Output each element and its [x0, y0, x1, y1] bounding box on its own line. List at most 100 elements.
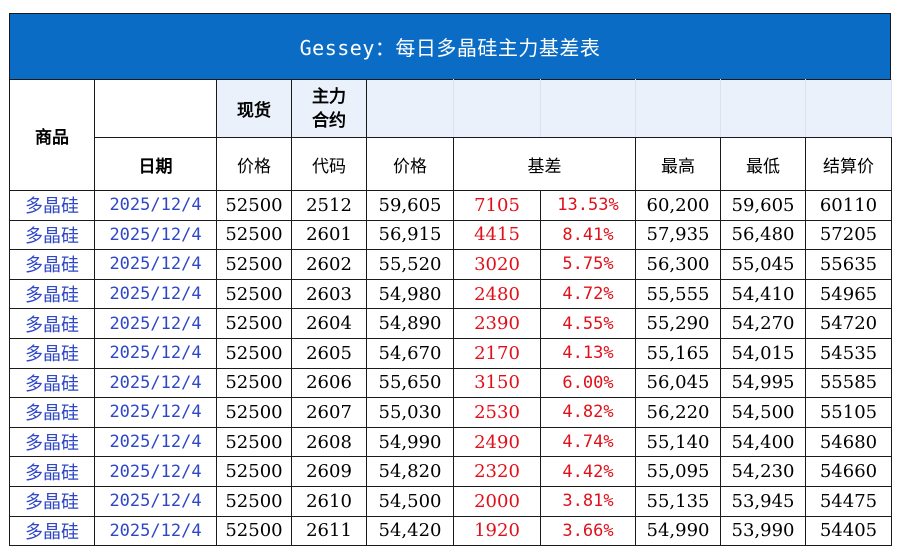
cell-basis-pct: 4.72%	[540, 278, 636, 310]
header-code: 代码	[291, 137, 367, 191]
table-row: 多晶硅 2025/12/4 52500 2604 54,890 2390 4.55% 55,2…	[9, 308, 892, 339]
header-shade-cell	[720, 79, 806, 138]
header-settle: 结算价	[805, 137, 892, 191]
header-shade-cell	[540, 79, 636, 138]
cell-basis-pct: 4.55%	[540, 308, 636, 339]
cell-basis: 2530	[453, 397, 541, 428]
cell-date: 2025/12/4	[94, 456, 217, 487]
cell-code: 2608	[291, 426, 367, 458]
cell-basis-pct: 13.53%	[540, 190, 636, 221]
cell-settle: 54405	[805, 515, 892, 547]
header-high: 最高	[635, 137, 721, 191]
cell-basis-pct: 6.00%	[540, 367, 636, 399]
cell-price: 55,650	[366, 367, 454, 399]
cell-settle: 54720	[805, 308, 892, 339]
cell-spot-price: 52500	[216, 190, 292, 221]
cell-date: 2025/12/4	[94, 278, 217, 310]
cell-basis: 2000	[453, 485, 541, 517]
cell-spot-price: 52500	[216, 249, 292, 280]
cell-high: 56,300	[635, 249, 721, 280]
cell-settle: 54475	[805, 485, 892, 517]
cell-settle: 55585	[805, 367, 892, 399]
basis-table: 商品 现货 主力 合约 日期 价格 代码 价格 基差 最高 最低 结算价 多晶硅…	[9, 79, 892, 547]
cell-price: 54,670	[366, 337, 454, 369]
cell-date: 2025/12/4	[94, 337, 217, 369]
cell-high: 55,165	[635, 337, 721, 369]
header-row-1: 商品 现货 主力 合约	[9, 79, 892, 191]
cell-high: 55,555	[635, 278, 721, 310]
cell-settle: 55105	[805, 397, 892, 428]
cell-spot-price: 52500	[216, 219, 292, 251]
cell-code: 2609	[291, 456, 367, 487]
cell-price: 54,990	[366, 426, 454, 458]
header-shade-cell	[805, 79, 892, 138]
cell-high: 60,200	[635, 190, 721, 221]
cell-product: 多晶硅	[9, 308, 95, 339]
cell-spot-price: 52500	[216, 308, 292, 339]
cell-settle: 54965	[805, 278, 892, 310]
header-low: 最低	[720, 137, 806, 191]
cell-code: 2607	[291, 397, 367, 428]
cell-basis: 3020	[453, 249, 541, 280]
header-date: 日期	[94, 137, 217, 191]
cell-product: 多晶硅	[9, 190, 95, 221]
cell-basis: 2480	[453, 278, 541, 310]
cell-low: 54,400	[720, 426, 806, 458]
cell-spot-price: 52500	[216, 367, 292, 399]
cell-spot-price: 52500	[216, 485, 292, 517]
header-shade-cell	[453, 79, 541, 138]
cell-code: 2602	[291, 249, 367, 280]
cell-date: 2025/12/4	[94, 515, 217, 547]
table-row: 多晶硅 2025/12/4 52500 2603 54,980 2480 4.72% 55,5…	[9, 278, 892, 310]
cell-settle: 55635	[805, 249, 892, 280]
table-row: 多晶硅 2025/12/4 52500 2606 55,650 3150 6.00% 56,0…	[9, 367, 892, 399]
cell-high: 55,135	[635, 485, 721, 517]
cell-code: 2601	[291, 219, 367, 251]
cell-date: 2025/12/4	[94, 397, 217, 428]
cell-spot-price: 52500	[216, 456, 292, 487]
cell-settle: 54660	[805, 456, 892, 487]
table-row: 多晶硅 2025/12/4 52500 2608 54,990 2490 4.74% 55,1…	[9, 426, 892, 458]
table-row: 多晶硅 2025/12/4 52500 2512 59,605 7105 13.53% 60,…	[9, 190, 892, 221]
cell-price: 55,030	[366, 397, 454, 428]
cell-basis: 3150	[453, 367, 541, 399]
cell-basis: 7105	[453, 190, 541, 221]
cell-spot-price: 52500	[216, 397, 292, 428]
table-row: 多晶硅 2025/12/4 52500 2609 54,820 2320 4.42% 55,0…	[9, 456, 892, 487]
cell-product: 多晶硅	[9, 337, 95, 369]
cell-settle: 60110	[805, 190, 892, 221]
cell-date: 2025/12/4	[94, 219, 217, 251]
cell-low: 54,270	[720, 308, 806, 339]
cell-low: 53,945	[720, 485, 806, 517]
cell-price: 59,605	[366, 190, 454, 221]
cell-spot-price: 52500	[216, 515, 292, 547]
header-shade-cell	[635, 79, 721, 138]
table-body: 多晶硅 2025/12/4 52500 2512 59,605 7105 13.53% 60,…	[9, 190, 892, 547]
cell-settle: 57205	[805, 219, 892, 251]
cell-date: 2025/12/4	[94, 190, 217, 221]
cell-basis-pct: 5.75%	[540, 249, 636, 280]
cell-basis-pct: 4.74%	[540, 426, 636, 458]
cell-date: 2025/12/4	[94, 249, 217, 280]
header-main-contract: 主力 合约	[291, 79, 367, 138]
table-title: Gessey：每日多晶硅主力基差表	[9, 13, 891, 79]
cell-low: 59,605	[720, 190, 806, 221]
cell-code: 2512	[291, 190, 367, 221]
cell-settle: 54535	[805, 337, 892, 369]
header-row-2: 日期 价格 代码 价格 基差 最高 最低 结算价	[10, 137, 892, 191]
cell-code: 2603	[291, 278, 367, 310]
table-row: 多晶硅 2025/12/4 52500 2602 55,520 3020 5.75% 56,3…	[9, 249, 892, 280]
cell-code: 2606	[291, 367, 367, 399]
cell-basis: 1920	[453, 515, 541, 547]
cell-product: 多晶硅	[9, 515, 95, 547]
cell-basis: 2320	[453, 456, 541, 487]
cell-basis: 2390	[453, 308, 541, 339]
header-basis: 基差	[453, 137, 636, 191]
cell-basis-pct: 4.42%	[540, 456, 636, 487]
header-price: 价格	[366, 137, 454, 191]
cell-price: 54,420	[366, 515, 454, 547]
cell-low: 54,410	[720, 278, 806, 310]
cell-product: 多晶硅	[9, 456, 95, 487]
header-shade-cell	[366, 79, 454, 138]
cell-high: 55,095	[635, 456, 721, 487]
